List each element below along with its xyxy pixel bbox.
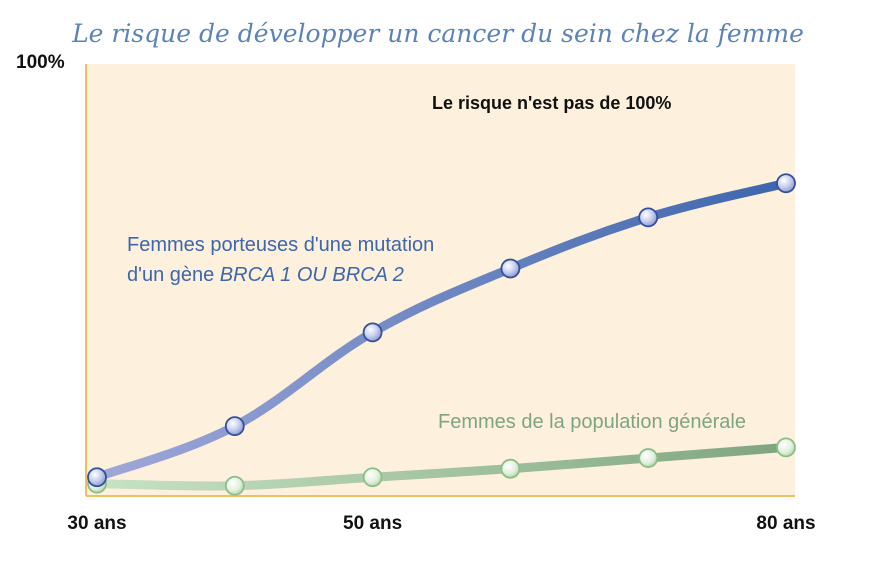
series-label-general: Femmes de la population générale (438, 411, 746, 433)
data-point-brca (638, 207, 659, 228)
series-layer (87, 173, 796, 496)
x-tick-label: 30 ans (67, 513, 126, 534)
data-point-brca (224, 416, 245, 437)
series-label-brca: Femmes porteuses d'une mutation d'un gèn… (127, 234, 440, 286)
chart-title: Le risque de développer un cancer du sei… (71, 19, 804, 48)
data-point-brca (500, 258, 521, 279)
data-point-brca (362, 322, 383, 343)
data-point-brca (87, 467, 107, 488)
data-point-general (224, 475, 245, 496)
x-tick-label: 50 ans (343, 513, 402, 534)
x-tick-labels: 30 ans 50 ans 80 ans (67, 513, 815, 534)
plot-background (86, 64, 795, 495)
data-point-general (776, 437, 796, 458)
data-point-general (500, 458, 521, 479)
x-tick-label: 80 ans (756, 513, 815, 534)
series-label-brca-line1: Femmes porteuses d'une mutation (127, 234, 434, 256)
data-point-general (362, 467, 383, 488)
series-label-brca-line2-italic: BRCA 1 OU BRCA 2 (220, 264, 404, 286)
series-line-general (92, 442, 791, 491)
data-point-brca (776, 173, 796, 194)
series-label-brca-line2-prefix: d'un gène (127, 264, 220, 286)
y-axis-top-label: 100% (16, 52, 65, 73)
data-point-general (638, 448, 659, 468)
annotation-risk-not-100: Le risque n'est pas de 100% (432, 93, 671, 113)
